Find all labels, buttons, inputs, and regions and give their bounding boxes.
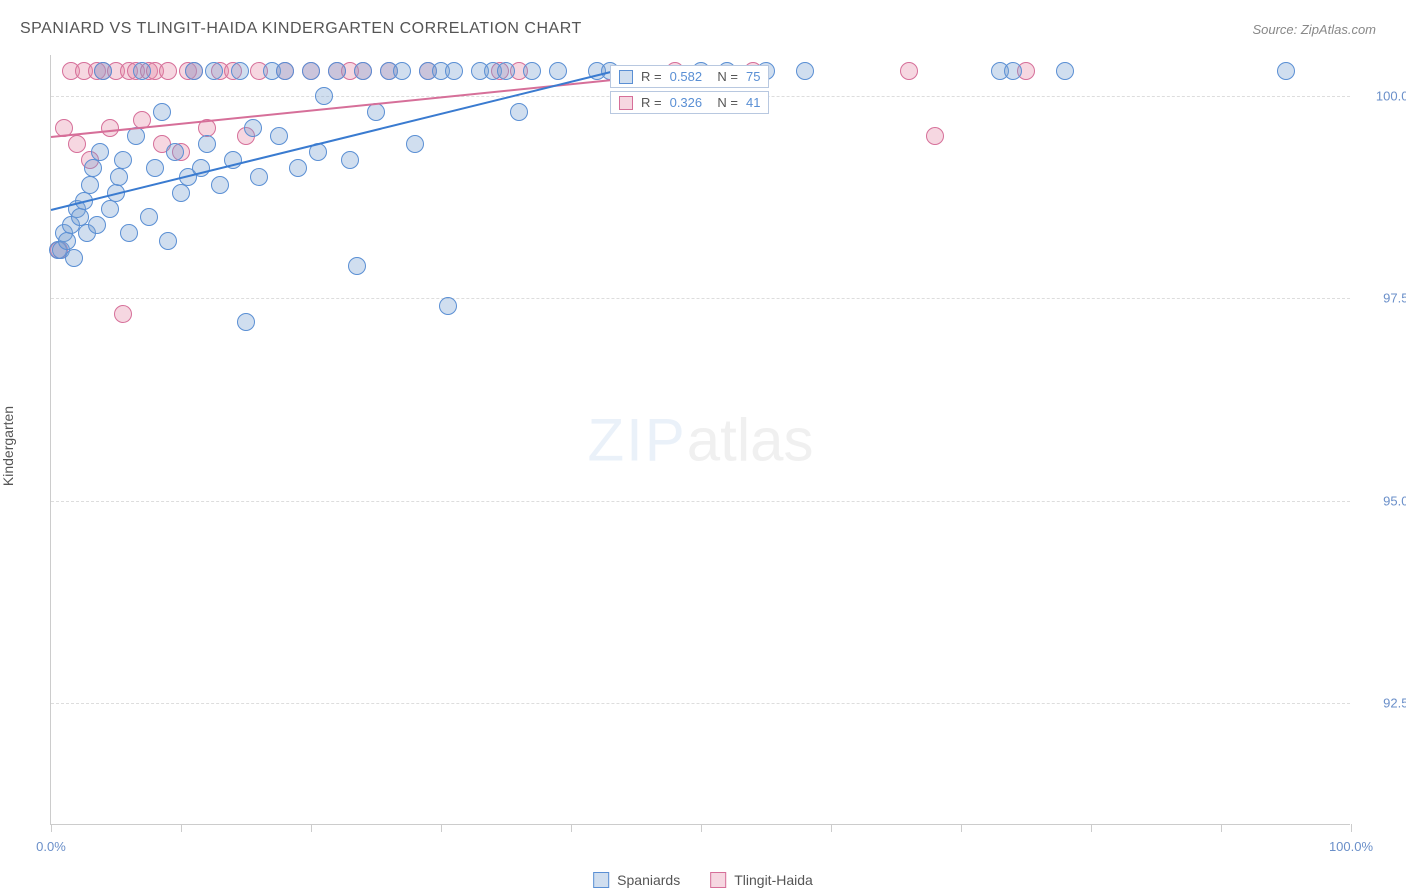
data-point — [185, 62, 203, 80]
data-point — [237, 313, 255, 331]
stat-value: 0.326 — [670, 95, 703, 110]
data-point — [101, 200, 119, 218]
data-point — [250, 168, 268, 186]
stat-box: R = 0.582 N = 75 — [610, 65, 769, 88]
data-point — [315, 87, 333, 105]
data-point — [354, 62, 372, 80]
data-point — [926, 127, 944, 145]
data-point — [133, 62, 151, 80]
data-point — [1004, 62, 1022, 80]
legend-swatch-spaniards — [593, 872, 609, 888]
data-point — [110, 168, 128, 186]
legend: Spaniards Tlingit-Haida — [593, 872, 813, 888]
x-tick-label: 0.0% — [36, 839, 66, 854]
data-point — [796, 62, 814, 80]
x-tick — [1351, 824, 1352, 832]
stat-label: R = — [641, 69, 662, 84]
x-tick — [831, 824, 832, 832]
data-point — [445, 62, 463, 80]
grid-line — [51, 298, 1350, 299]
data-point — [497, 62, 515, 80]
stat-swatch — [619, 96, 633, 110]
data-point — [341, 151, 359, 169]
legend-label-tlingit: Tlingit-Haida — [734, 872, 813, 888]
x-tick-label: 100.0% — [1329, 839, 1373, 854]
data-point — [101, 119, 119, 137]
data-point — [114, 305, 132, 323]
x-tick — [1091, 824, 1092, 832]
data-point — [68, 135, 86, 153]
data-point — [276, 62, 294, 80]
x-tick — [311, 824, 312, 832]
grid-line — [51, 501, 1350, 502]
data-point — [81, 176, 99, 194]
legend-item-tlingit: Tlingit-Haida — [710, 872, 813, 888]
watermark: ZIPatlas — [587, 405, 813, 474]
stat-box: R = 0.326 N = 41 — [610, 91, 769, 114]
data-point — [1277, 62, 1295, 80]
y-tick-label: 92.5% — [1360, 696, 1406, 711]
data-point — [393, 62, 411, 80]
data-point — [65, 249, 83, 267]
legend-swatch-tlingit — [710, 872, 726, 888]
data-point — [84, 159, 102, 177]
data-point — [114, 151, 132, 169]
data-point — [270, 127, 288, 145]
stat-swatch — [619, 70, 633, 84]
data-point — [205, 62, 223, 80]
x-tick — [51, 824, 52, 832]
data-point — [211, 176, 229, 194]
data-point — [91, 143, 109, 161]
data-point — [159, 62, 177, 80]
data-point — [166, 143, 184, 161]
data-point — [231, 62, 249, 80]
data-point — [140, 208, 158, 226]
data-point — [120, 224, 138, 242]
y-axis-label: Kindergarten — [0, 406, 16, 486]
y-tick-label: 100.0% — [1360, 88, 1406, 103]
watermark-zip: ZIP — [587, 406, 686, 473]
data-point — [172, 184, 190, 202]
data-point — [900, 62, 918, 80]
stat-value: 0.582 — [670, 69, 703, 84]
source-label: Source: ZipAtlas.com — [1252, 22, 1376, 37]
data-point — [159, 232, 177, 250]
legend-label-spaniards: Spaniards — [617, 872, 680, 888]
x-tick — [181, 824, 182, 832]
grid-line — [51, 703, 1350, 704]
plot-area: ZIPatlas 92.5%95.0%97.5%100.0%0.0%100.0%… — [50, 55, 1350, 825]
chart-container: SPANIARD VS TLINGIT-HAIDA KINDERGARTEN C… — [0, 0, 1406, 892]
data-point — [328, 62, 346, 80]
data-point — [146, 159, 164, 177]
x-tick — [701, 824, 702, 832]
data-point — [510, 103, 528, 121]
x-tick — [441, 824, 442, 832]
y-tick-label: 95.0% — [1360, 493, 1406, 508]
chart-title: SPANIARD VS TLINGIT-HAIDA KINDERGARTEN C… — [20, 20, 582, 38]
data-point — [523, 62, 541, 80]
data-point — [406, 135, 424, 153]
data-point — [244, 119, 262, 137]
data-point — [439, 297, 457, 315]
data-point — [198, 135, 216, 153]
data-point — [94, 62, 112, 80]
y-tick-label: 97.5% — [1360, 291, 1406, 306]
stat-value: 41 — [746, 95, 760, 110]
watermark-atlas: atlas — [687, 406, 814, 473]
data-point — [88, 216, 106, 234]
data-point — [289, 159, 307, 177]
data-point — [348, 257, 366, 275]
stat-label: R = — [641, 95, 662, 110]
data-point — [153, 103, 171, 121]
data-point — [1056, 62, 1074, 80]
stat-label: N = — [710, 95, 738, 110]
legend-item-spaniards: Spaniards — [593, 872, 680, 888]
data-point — [302, 62, 320, 80]
stat-value: 75 — [746, 69, 760, 84]
stat-label: N = — [710, 69, 738, 84]
x-tick — [1221, 824, 1222, 832]
x-tick — [571, 824, 572, 832]
x-tick — [961, 824, 962, 832]
data-point — [549, 62, 567, 80]
